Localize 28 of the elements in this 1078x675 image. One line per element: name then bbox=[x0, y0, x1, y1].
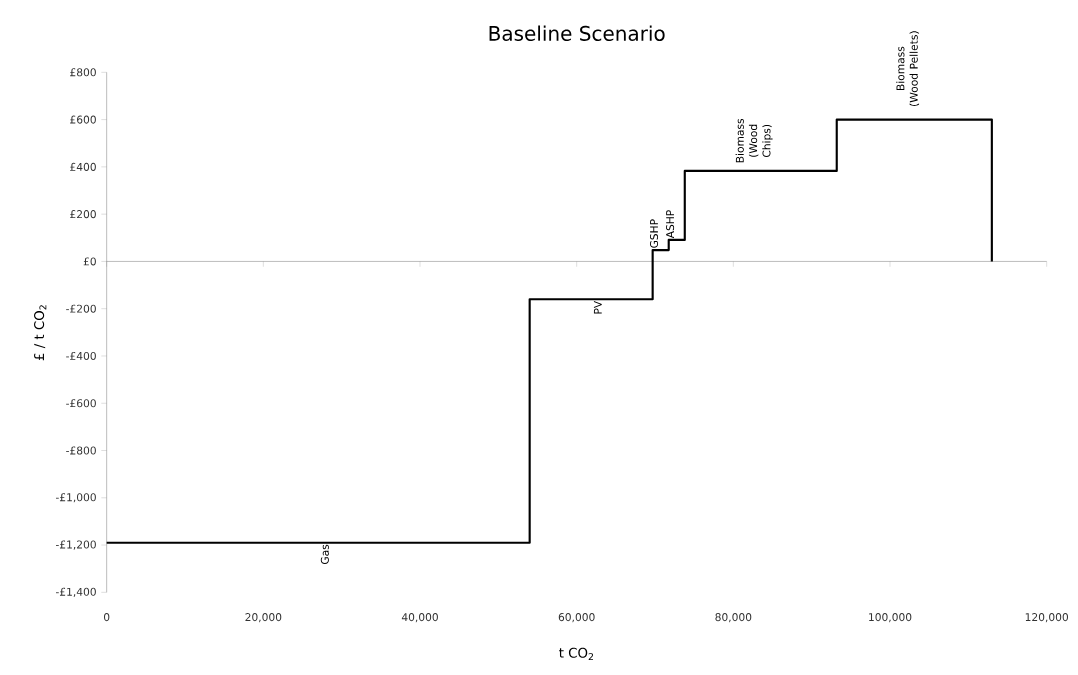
y-tick-label: £400 bbox=[70, 162, 96, 171]
y-axis-title: £ / t CO$_{2}$ bbox=[34, 305, 47, 361]
x-tick-label: 120,000 bbox=[1025, 613, 1069, 623]
y-tick-label: -£1,000 bbox=[55, 493, 96, 503]
annotation: GSHP bbox=[649, 219, 659, 248]
y-tick-label: £800 bbox=[70, 68, 96, 77]
x-axis-title: t CO$_{2}$ bbox=[559, 647, 593, 660]
y-tick-label: £0 bbox=[83, 257, 96, 266]
x-tick-label: 100,000 bbox=[869, 613, 912, 623]
y-tick-label: £600 bbox=[70, 115, 96, 124]
y-tick-label: -£1,400 bbox=[55, 587, 96, 597]
annotation: Gas bbox=[320, 544, 329, 565]
x-tick-label: 40,000 bbox=[401, 613, 438, 623]
x-tick-label: 60,000 bbox=[558, 613, 595, 623]
x-tick-label: 0 bbox=[103, 613, 110, 622]
x-tick-label: 20,000 bbox=[245, 613, 282, 623]
chart-title: Baseline Scenario bbox=[489, 25, 665, 41]
annotation: ASHP bbox=[666, 210, 675, 239]
y-tick-label: -£1,200 bbox=[55, 540, 96, 550]
annotation: Biomass (Wood Chips) bbox=[735, 118, 773, 163]
y-tick-label: -£200 bbox=[66, 304, 96, 313]
y-tick-label: £200 bbox=[70, 210, 96, 219]
annotation: PV bbox=[593, 300, 602, 314]
y-tick-label: -£600 bbox=[66, 399, 96, 408]
x-tick-label: 80,000 bbox=[715, 613, 752, 623]
annotation: Biomass (Wood Pellets) bbox=[896, 31, 920, 106]
y-tick-label: -£400 bbox=[66, 351, 96, 360]
y-tick-label: -£800 bbox=[66, 446, 96, 455]
